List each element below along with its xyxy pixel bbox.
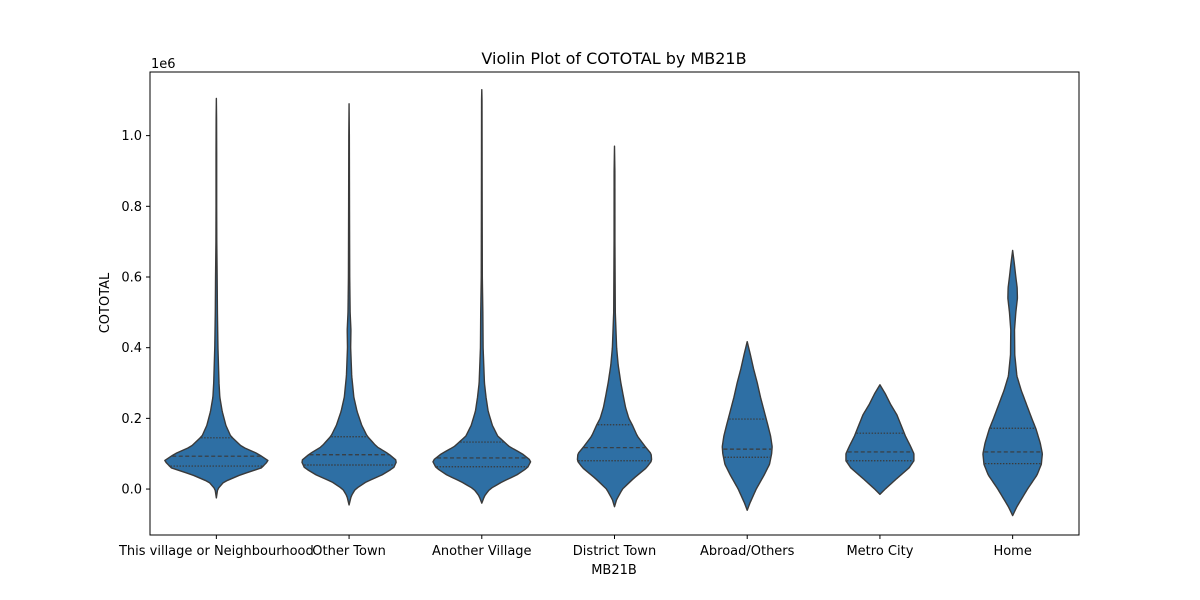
- violin-body: [164, 97, 269, 499]
- y-ticks-group: 0.0 0.2 0.4 0.6 0.8 1.0: [121, 129, 150, 498]
- chart-title: Violin Plot of COTOTAL by MB21B: [481, 49, 746, 68]
- y-tick-label: 0.6: [121, 270, 142, 285]
- y-axis-label: COTOTAL: [98, 272, 113, 333]
- violin-body: [721, 340, 773, 511]
- plot-frame: [149, 71, 1080, 536]
- x-tick-label: Home: [993, 544, 1031, 559]
- y-tick-label: 0.8: [121, 200, 142, 215]
- y-tick-label: 0.0: [121, 483, 142, 498]
- x-tick-label: Metro City: [846, 544, 913, 559]
- x-axis-label: MB21B: [591, 563, 637, 578]
- x-tick-label: District Town: [573, 544, 656, 559]
- x-tick-label: Abroad/Others: [700, 544, 795, 559]
- violin-body: [845, 384, 915, 496]
- violin-body: [301, 103, 397, 506]
- x-tick-label: Another Village: [432, 544, 532, 559]
- violin-body: [576, 145, 653, 508]
- x-tick-label: Other Town: [312, 544, 386, 559]
- y-tick-label: 0.4: [121, 341, 142, 356]
- y-tick-label: 1.0: [121, 129, 142, 144]
- violins-group: [164, 88, 1044, 517]
- y-tick-label: 0.2: [121, 412, 142, 427]
- violin-body: [432, 88, 532, 504]
- x-tick-label: This village or Neighbourhood: [118, 544, 314, 559]
- y-offset-label: 1e6: [151, 57, 176, 72]
- violin-body: [982, 249, 1044, 517]
